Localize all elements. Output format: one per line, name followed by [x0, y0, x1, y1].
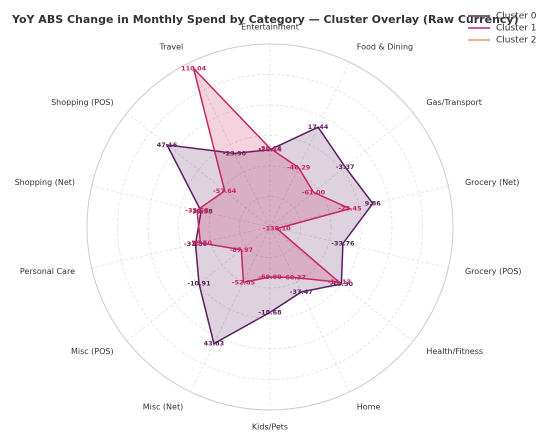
spoke [269, 226, 449, 269]
value-label: -69.00 [258, 273, 282, 281]
grid [86, 43, 454, 411]
value-label: -37.47 [290, 288, 313, 296]
category-label: Kids/Pets [252, 423, 288, 432]
spoke [190, 61, 271, 228]
value-label: -39.58 [189, 207, 213, 215]
value-label: -60.37 [283, 273, 306, 281]
value-label: -33.76 [331, 240, 355, 248]
category-label: Misc (POS) [71, 347, 114, 356]
value-label: 9.86 [365, 200, 382, 208]
chart-title: YoY ABS Change in Monthly Spend by Categ… [11, 13, 519, 26]
value-label: -28.14 [258, 144, 282, 152]
value-label: -23.90 [223, 149, 247, 157]
value-label: -10.91 [187, 280, 211, 288]
spoke [91, 185, 271, 228]
value-label: 110.04 [181, 64, 207, 72]
value-label: -10.30 [330, 280, 354, 288]
legend-label: Cluster 2 [496, 36, 537, 46]
value-label: -33.58 [185, 206, 209, 214]
value-label: -57.64 [213, 187, 237, 195]
spoke [269, 226, 350, 393]
series-area [192, 65, 353, 284]
category-label: Shopping (POS) [51, 98, 114, 107]
spoke [269, 112, 414, 228]
category-label: Misc (Net) [143, 403, 184, 412]
category-label: Personal Care [20, 267, 75, 276]
value-label: -14.17 [328, 278, 351, 286]
value-label: -30.14 [258, 146, 282, 154]
value-label: 47.16 [157, 141, 178, 149]
category-label: Food & Dining [357, 42, 413, 51]
legend-label: Cluster 0 [496, 12, 537, 22]
spoke [190, 226, 271, 393]
category-label: Entertainment [241, 23, 299, 32]
value-label: -130.10 [263, 225, 291, 233]
category-label: Home [357, 403, 381, 412]
value-label: -3.37 [336, 163, 355, 171]
category-label: Grocery (Net) [465, 178, 519, 187]
spoke [91, 226, 271, 269]
grid-ring [117, 74, 423, 380]
series-area [165, 126, 374, 345]
category-label: Grocery (POS) [465, 267, 522, 276]
value-label: -18.68 [258, 308, 282, 316]
category-label: Health/Fitness [426, 347, 483, 356]
spoke [126, 112, 271, 228]
category-label: Shopping (Net) [15, 178, 75, 187]
value-label: -23.45 [338, 205, 362, 213]
legend-label: Cluster 1 [496, 24, 537, 34]
value-label: 17.44 [308, 123, 329, 131]
value-label: -31.50 [184, 240, 208, 248]
spoke [269, 185, 449, 228]
value-label: -52.85 [232, 278, 256, 286]
category-label: Travel [158, 42, 183, 51]
spoke [269, 61, 350, 228]
value-label: -61.00 [302, 188, 326, 196]
value-label: 43.83 [204, 340, 225, 348]
value-label: -46.29 [287, 164, 311, 172]
value-label: -87.97 [230, 246, 253, 254]
category-label: Gas/Transport [426, 98, 482, 107]
value-label: -38.50 [189, 239, 213, 247]
